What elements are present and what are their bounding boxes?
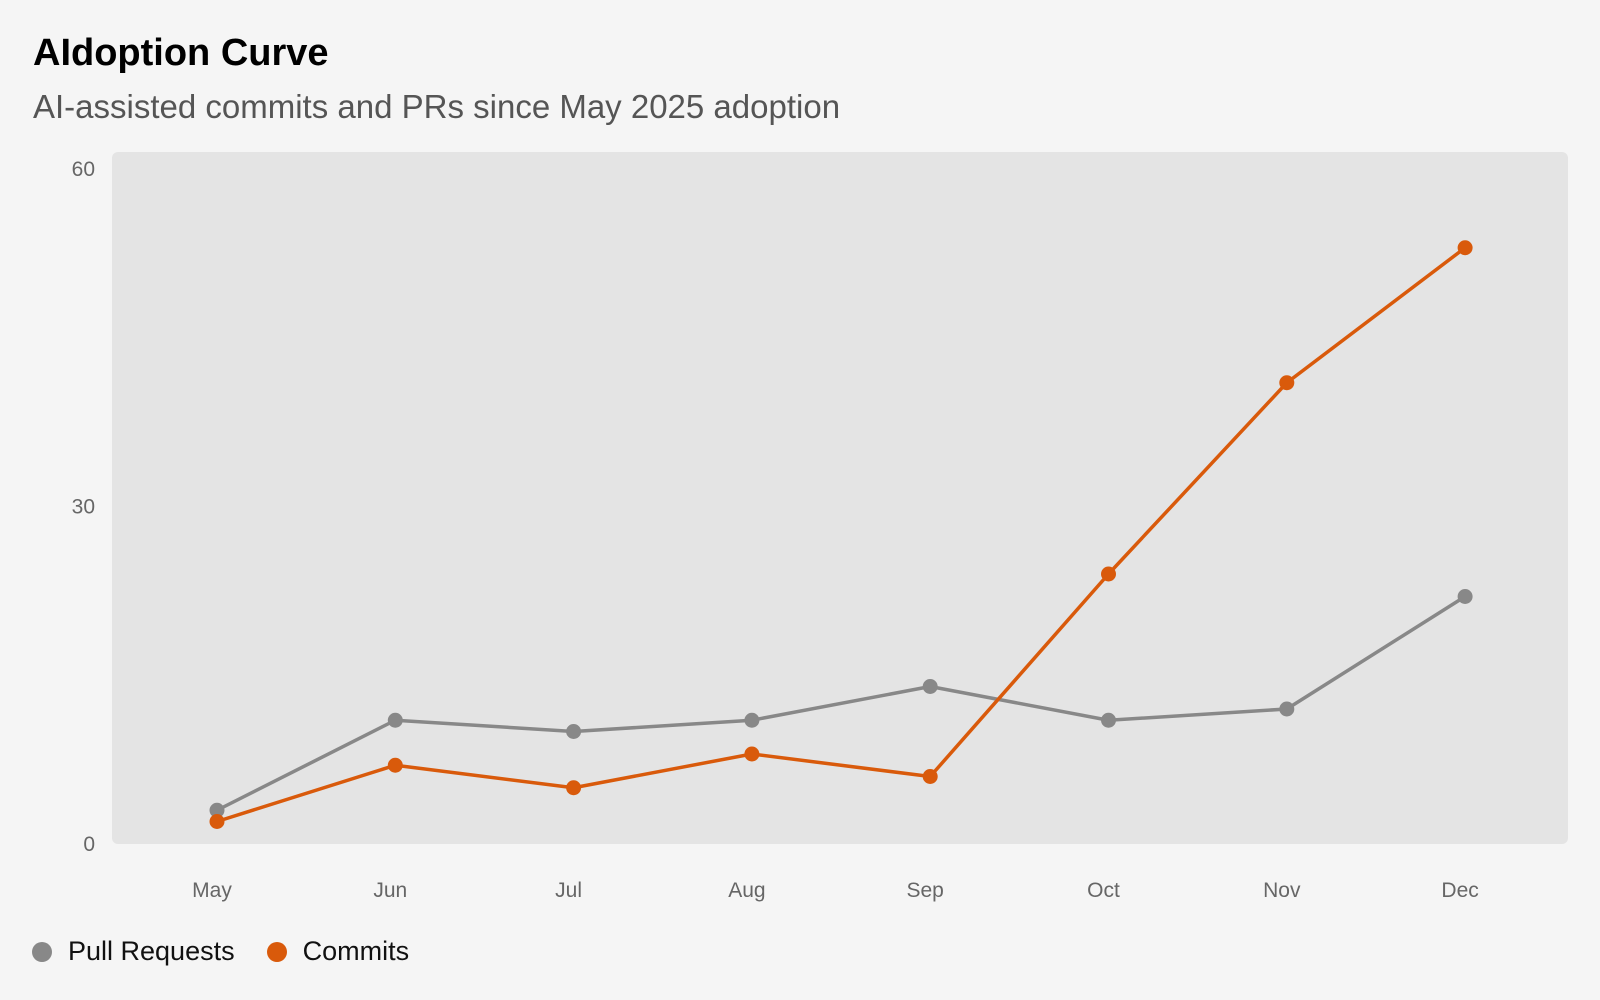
series-line bbox=[216, 246, 1467, 824]
x-tick-label: Jul bbox=[555, 879, 582, 902]
legend-swatch-icon bbox=[266, 941, 287, 962]
data-point bbox=[1101, 566, 1116, 582]
data-point bbox=[387, 757, 403, 773]
x-tick-label: Sep bbox=[907, 879, 944, 902]
legend-label: Pull Requests bbox=[68, 936, 235, 966]
series-commits bbox=[209, 240, 1473, 829]
x-tick-label: Jun bbox=[373, 879, 407, 902]
x-tick-label: Nov bbox=[1263, 879, 1301, 902]
y-tick-label: 0 bbox=[83, 833, 95, 856]
chart-subtitle: AI-assisted commits and PRs since May 20… bbox=[33, 88, 841, 125]
data-point bbox=[566, 780, 582, 796]
x-tick-label: Dec bbox=[1441, 879, 1478, 902]
data-point bbox=[1457, 240, 1473, 256]
y-tick-label: 60 bbox=[72, 158, 95, 181]
data-point bbox=[922, 769, 938, 784]
data-point bbox=[209, 814, 225, 829]
chart-title: AIdoption Curve bbox=[33, 32, 329, 74]
legend-label: Commits bbox=[302, 936, 410, 966]
x-tick-label: Oct bbox=[1087, 879, 1120, 902]
data-point bbox=[209, 802, 225, 818]
data-point bbox=[566, 724, 582, 739]
legend: Pull Requests Commits bbox=[32, 936, 409, 967]
data-point bbox=[1457, 589, 1473, 604]
data-point bbox=[1279, 701, 1295, 717]
data-point bbox=[744, 712, 760, 728]
x-tick-label: May bbox=[192, 879, 232, 902]
plot-area bbox=[112, 152, 1568, 844]
data-point bbox=[1101, 712, 1116, 728]
legend-item: Commits bbox=[266, 936, 410, 967]
data-point bbox=[744, 746, 760, 762]
x-tick-label: Aug bbox=[728, 879, 765, 902]
legend-item: Pull Requests bbox=[32, 936, 235, 967]
data-point bbox=[922, 679, 938, 694]
data-point bbox=[1279, 375, 1295, 391]
data-point bbox=[387, 712, 403, 728]
legend-swatch-icon bbox=[32, 941, 52, 962]
series-line bbox=[216, 595, 1467, 812]
series-pull-requests bbox=[209, 589, 1473, 818]
y-tick-label: 30 bbox=[72, 496, 95, 519]
